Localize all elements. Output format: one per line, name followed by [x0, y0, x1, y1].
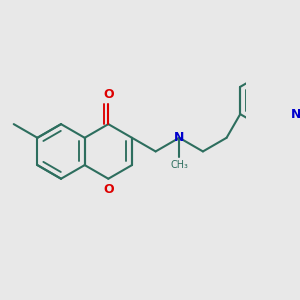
Text: N: N — [174, 131, 184, 144]
Text: O: O — [104, 183, 114, 196]
Text: N: N — [290, 108, 300, 121]
Text: O: O — [103, 88, 114, 101]
Text: CH₃: CH₃ — [170, 160, 188, 170]
